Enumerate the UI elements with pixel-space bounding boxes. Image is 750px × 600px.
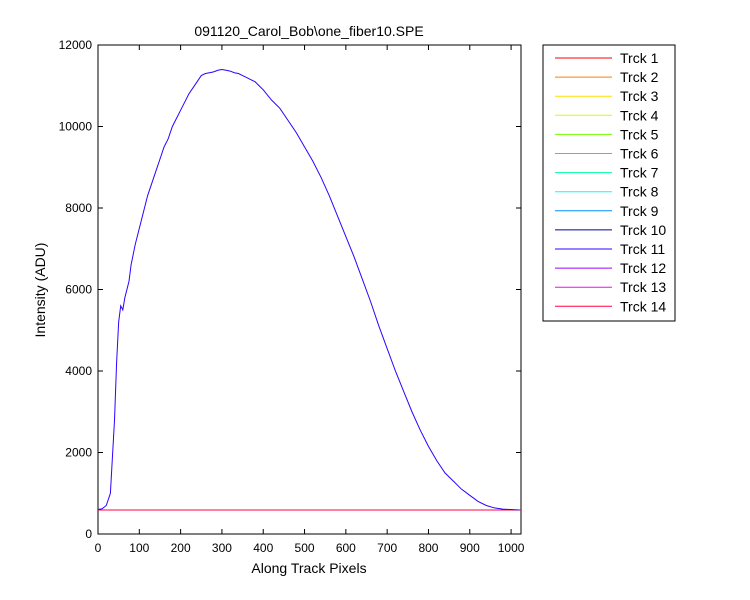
y-tick-label: 4000 — [65, 364, 92, 378]
x-tick-label: 300 — [212, 541, 232, 555]
x-tick-label: 500 — [295, 541, 315, 555]
legend: Trck 1 Trck 2 Trck 3 Trck 4 Trck 5 Trck 6 Trck… — [542, 44, 676, 322]
legend-label-4: Trck 4 — [620, 107, 659, 123]
x-tick-label: 700 — [377, 541, 397, 555]
x-tick-label: 1000 — [498, 541, 525, 555]
legend-box — [542, 44, 676, 322]
series-line-11 — [97, 68, 520, 511]
x-tick-label: 200 — [171, 541, 191, 555]
legend-label-13: Trck 13 — [620, 279, 666, 295]
legend-label-1: Trck 1 — [620, 50, 659, 66]
x-axis: 0 100 200 300 400 500 600 700 800 900 1000 — [95, 45, 525, 555]
x-tick-label: 900 — [460, 541, 480, 555]
y-axis: 0 2000 4000 6000 8000 10000 12000 — [59, 38, 521, 541]
legend-label-11: Trck 11 — [620, 241, 665, 257]
y-tick-label: 10000 — [59, 120, 93, 134]
y-tick-label: 8000 — [65, 201, 92, 215]
legend-label-9: Trck 9 — [620, 203, 659, 219]
legend-label-6: Trck 6 — [620, 146, 659, 162]
x-tick-label: 400 — [253, 541, 273, 555]
x-tick-label: 600 — [336, 541, 356, 555]
chart-title: 091120_Carol_Bob\one_fiber10.SPE — [194, 23, 423, 39]
legend-label-3: Trck 3 — [620, 88, 659, 104]
series-layer — [97, 68, 521, 511]
legend-label-2: Trck 2 — [620, 69, 659, 85]
legend-label-7: Trck 7 — [620, 165, 659, 181]
x-tick-label: 100 — [129, 541, 149, 555]
plot-area — [97, 44, 522, 535]
x-tick-label: 0 — [95, 541, 102, 555]
legend-label-14: Trck 14 — [620, 298, 666, 314]
y-tick-label: 2000 — [65, 446, 92, 460]
legend-label-10: Trck 10 — [620, 222, 666, 238]
legend-label-5: Trck 5 — [620, 126, 659, 142]
legend-label-12: Trck 12 — [620, 260, 666, 276]
y-tick-label: 12000 — [59, 38, 93, 52]
y-tick-label: 0 — [85, 527, 92, 541]
x-tick-label: 800 — [418, 541, 438, 555]
legend-label-8: Trck 8 — [620, 184, 659, 200]
x-axis-label: Along Track Pixels — [251, 560, 366, 576]
y-tick-label: 6000 — [65, 283, 92, 297]
y-axis-label: Intensity (ADU) — [32, 243, 48, 338]
